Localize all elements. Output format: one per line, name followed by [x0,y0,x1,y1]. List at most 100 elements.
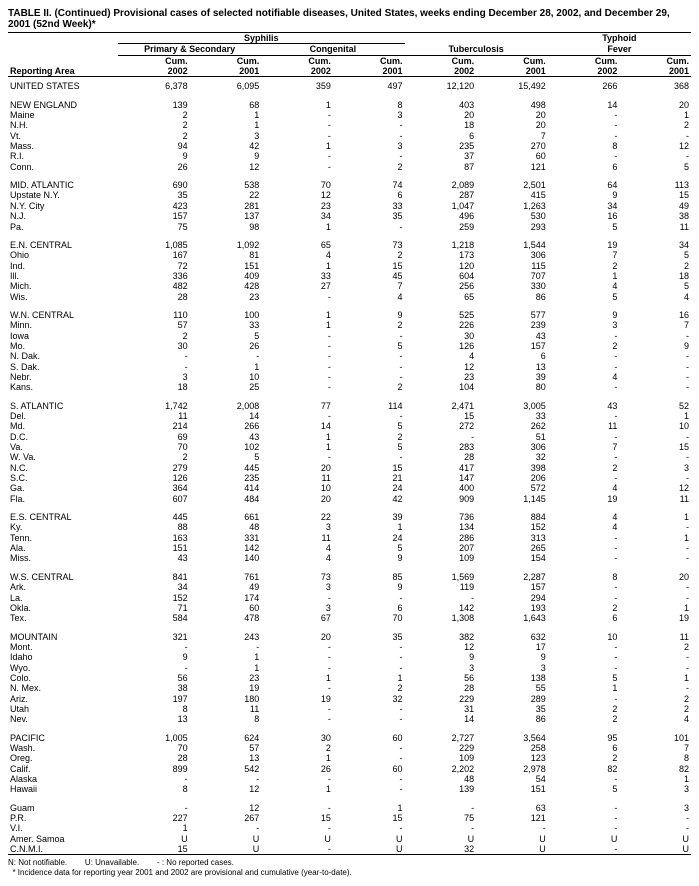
area-cell: PACIFIC [8,729,118,743]
area-cell: MOUNTAIN [8,628,118,642]
value-cell: 899 [118,764,190,774]
value-cell: - [619,151,691,161]
value-cell: 38 [619,211,691,221]
hdr-cum-y2001: Cum.2001 [476,55,548,77]
value-cell: 445 [190,463,262,473]
value-cell: 1 [261,320,333,330]
table-row: Del.1114--1533-1 [8,411,691,421]
area-cell: Ariz. [8,694,118,704]
value-cell: 13 [190,753,262,763]
value-cell: - [619,582,691,592]
table-row: Utah811--313522 [8,704,691,714]
value-cell: 154 [476,553,548,563]
value-cell: 73 [333,236,405,250]
value-cell: 2 [548,704,620,714]
value-cell: 33 [333,201,405,211]
value-cell: 57 [190,743,262,753]
value-cell: 7 [619,320,691,330]
value-cell: - [261,774,333,784]
value-cell: 139 [405,784,477,794]
value-cell: 30 [118,341,190,351]
value-cell: 1,145 [476,494,548,504]
value-cell: 6 [333,190,405,200]
value-cell: 2 [548,463,620,473]
value-cell: - [261,823,333,833]
value-cell: - [333,411,405,421]
table-row: W.S. CENTRAL84176173851,5692,287820 [8,568,691,582]
value-cell: 20 [476,120,548,130]
value-cell: 7 [548,250,620,260]
value-cell: - [548,362,620,372]
value-cell: 82 [548,764,620,774]
value-cell: 736 [405,508,477,522]
value-cell: 279 [118,463,190,473]
value-cell: 661 [190,508,262,522]
value-cell: - [548,131,620,141]
value-cell: 12,120 [405,77,477,92]
value-cell: 11 [261,533,333,543]
value-cell: - [333,331,405,341]
value-cell: - [548,642,620,652]
table-row: Iowa25--3043-- [8,331,691,341]
table-row: Mo.3026-512615729 [8,341,691,351]
value-cell: - [333,222,405,232]
value-cell: - [548,151,620,161]
value-cell: 4 [261,553,333,563]
table-row: Kans.1825-210480-- [8,382,691,392]
value-cell: 19 [548,236,620,250]
value-cell: 11 [619,494,691,504]
value-cell: 11 [190,704,262,714]
value-cell: - [261,844,333,855]
value-cell: 75 [405,813,477,823]
value-cell: 152 [476,522,548,532]
value-cell: 2 [333,432,405,442]
value-cell: 9 [548,306,620,320]
value-cell: U [333,834,405,844]
value-cell: 4 [405,351,477,361]
value-cell: 20 [261,628,333,642]
table-row: Ariz.1971801932229289-2 [8,694,691,704]
value-cell: 1,544 [476,236,548,250]
value-cell: 5 [333,421,405,431]
value-cell: 101 [619,729,691,743]
value-cell: - [619,382,691,392]
value-cell: - [548,331,620,341]
value-cell: 23 [190,292,262,302]
value-cell: 690 [118,176,190,190]
value-cell: 43 [476,331,548,341]
hdr-tuberculosis: Tuberculosis [405,44,548,55]
value-cell: 114 [333,397,405,411]
value-cell: 884 [476,508,548,522]
value-cell: 12 [405,362,477,372]
area-cell: Ala. [8,543,118,553]
table-row: Oreg.28131-10912328 [8,753,691,763]
value-cell: - [405,823,477,833]
table-row: P.R.227267151575121-- [8,813,691,823]
value-cell: 266 [548,77,620,92]
area-cell: N. Mex. [8,683,118,693]
value-cell: - [333,120,405,130]
area-cell: Oreg. [8,753,118,763]
value-cell: 45 [333,271,405,281]
area-cell: Wis. [8,292,118,302]
area-cell: Mont. [8,642,118,652]
value-cell: 109 [405,553,477,563]
value-cell: 86 [476,714,548,724]
value-cell: 35 [333,628,405,642]
value-cell: 607 [118,494,190,504]
value-cell: - [333,704,405,714]
value-cell: - [619,652,691,662]
value-cell: 2 [118,131,190,141]
area-cell: Miss. [8,553,118,563]
table-row: Fla.60748420429091,1451911 [8,494,691,504]
value-cell: 60 [190,603,262,613]
area-cell: V.I. [8,823,118,833]
area-cell: N. Dak. [8,351,118,361]
area-cell: P.R. [8,813,118,823]
value-cell: 14 [548,96,620,110]
table-row: Tex.58447867701,3081,643619 [8,613,691,623]
value-cell: 18 [118,382,190,392]
value-cell: - [333,663,405,673]
area-cell: UNITED STATES [8,77,118,92]
value-cell: 2 [333,162,405,172]
